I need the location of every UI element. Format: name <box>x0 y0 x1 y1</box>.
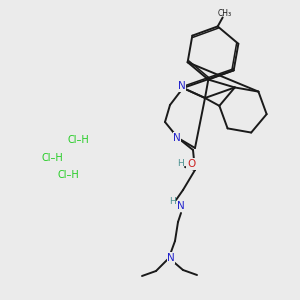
Text: N: N <box>167 253 175 263</box>
Text: N: N <box>177 201 185 211</box>
Text: N: N <box>173 133 181 143</box>
Text: CH₃: CH₃ <box>218 9 232 18</box>
Text: Cl–H: Cl–H <box>58 170 80 180</box>
Text: Cl–H: Cl–H <box>42 153 64 163</box>
Text: Cl–H: Cl–H <box>68 135 90 145</box>
Text: H: H <box>169 197 176 206</box>
Text: O: O <box>187 159 195 169</box>
Text: N: N <box>178 81 186 91</box>
Text: H: H <box>178 158 184 167</box>
